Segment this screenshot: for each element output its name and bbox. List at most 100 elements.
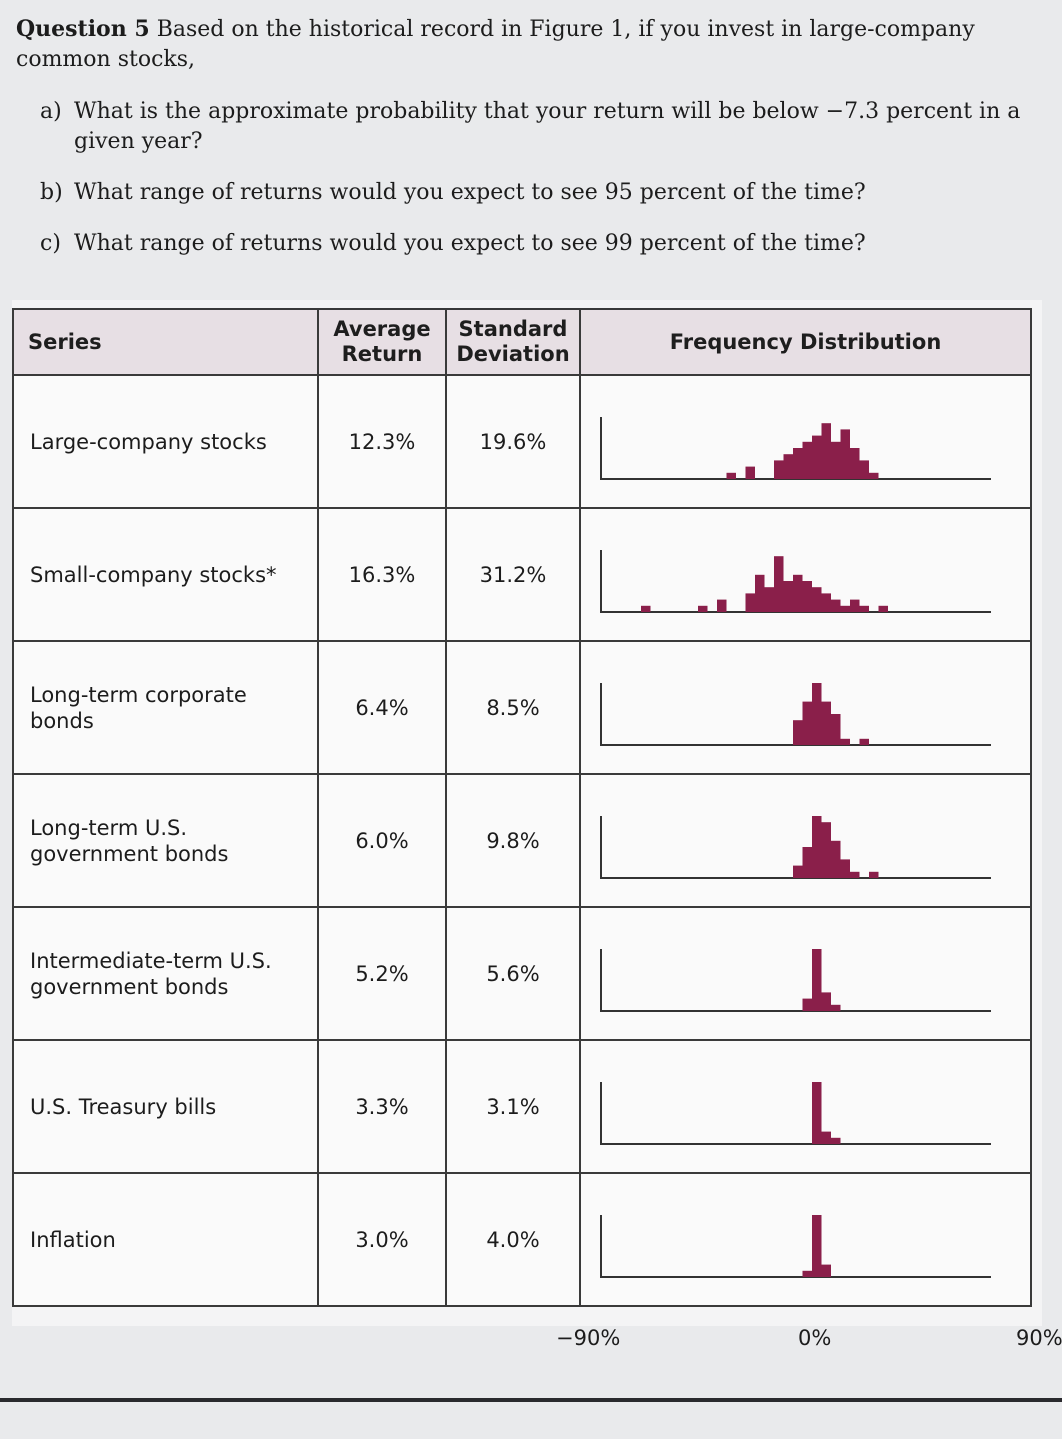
- series-name: U.S. Treasury bills: [12, 1039, 319, 1174]
- histogram-bar: [717, 599, 727, 612]
- frequency-distribution-cell: [579, 507, 1032, 642]
- histogram-bar: [869, 871, 879, 878]
- table-row: U.S. Treasury bills 3.3% 3.1%: [12, 1039, 1032, 1174]
- histogram-bar: [802, 847, 812, 878]
- histogram-axis: [600, 816, 991, 879]
- histogram-bar: [840, 859, 850, 878]
- standard-deviation-value: 31.2%: [445, 507, 581, 642]
- average-return-value: 5.2%: [317, 906, 447, 1041]
- frequency-distribution-cell: [579, 374, 1032, 509]
- histogram-bar: [755, 574, 765, 612]
- part-letter: b): [40, 180, 63, 205]
- table-body: Large-company stocks 12.3% 19.6% Small-comp…: [12, 374, 1032, 1307]
- histogram-bar: [821, 701, 831, 745]
- question-part-b: b) What range of returns would you expec…: [40, 178, 1036, 208]
- page-bottom-edge: [0, 1398, 1062, 1402]
- histogram-bar: [859, 605, 869, 612]
- histogram-bar: [859, 738, 869, 745]
- axis-tick-label: 90%: [1016, 1326, 1062, 1350]
- histogram-bar: [831, 441, 841, 479]
- histogram: [600, 1082, 991, 1145]
- histogram-bar: [774, 460, 784, 479]
- series-name: Inflation: [12, 1172, 319, 1307]
- histogram-axis: [600, 1082, 991, 1145]
- standard-deviation-value: 9.8%: [445, 773, 581, 908]
- table-row: Intermediate-term U.S. government bonds 5…: [12, 906, 1032, 1041]
- standard-deviation-value: 8.5%: [445, 640, 581, 775]
- histogram-bar: [869, 472, 879, 479]
- frequency-distribution-cell: [579, 1039, 1032, 1174]
- histogram-bar: [726, 472, 736, 479]
- histogram: [600, 949, 991, 1012]
- series-name: Long-term U.S. government bonds: [12, 773, 319, 908]
- histogram: [600, 816, 991, 879]
- part-letter: a): [40, 99, 62, 124]
- histogram-bar: [764, 587, 774, 612]
- histogram-bar: [802, 998, 812, 1011]
- histogram-bar: [821, 822, 831, 878]
- question-number: Question 5: [16, 16, 150, 42]
- average-return-value: 6.4%: [317, 640, 447, 775]
- histogram-bar: [793, 448, 803, 479]
- histogram-bar: [793, 720, 803, 745]
- histogram-bar: [850, 599, 860, 612]
- histogram-bar: [831, 714, 841, 745]
- question-part-c: c) What range of returns would you expec…: [40, 229, 1036, 259]
- series-name: Intermediate-term U.S. government bonds: [12, 906, 319, 1041]
- histogram-bar: [745, 466, 755, 479]
- axis-tick-label: 0%: [798, 1326, 832, 1350]
- frequency-distribution-cell: [579, 1172, 1032, 1307]
- frequency-distribution-cell: [579, 906, 1032, 1041]
- part-text: What range of returns would you expect t…: [74, 180, 866, 205]
- histogram-bar: [840, 605, 850, 612]
- histogram-bar: [802, 581, 812, 612]
- histogram-axis: [600, 949, 991, 1012]
- histogram-bar: [821, 423, 831, 479]
- histogram-bar: [793, 865, 803, 878]
- table-row: Small-company stocks* 16.3% 31.2%: [12, 507, 1032, 642]
- standard-deviation-value: 4.0%: [445, 1172, 581, 1307]
- series-name: Long-term corporate bonds: [12, 640, 319, 775]
- histogram-bar: [821, 593, 831, 612]
- histogram-bar: [840, 429, 850, 479]
- axis-tick-label: −90%: [556, 1326, 621, 1350]
- question-parts: a) What is the approximate probability t…: [40, 97, 1036, 259]
- histogram-bar: [831, 840, 841, 878]
- average-return-value: 6.0%: [317, 773, 447, 908]
- histogram-bar: [802, 701, 812, 745]
- header-frequency-distribution: Frequency Distribution: [579, 308, 1032, 376]
- histogram-bar: [812, 816, 822, 878]
- histogram-bar: [783, 581, 793, 612]
- returns-table: Series Average Return Standard Deviation…: [12, 308, 1032, 1307]
- histogram: [600, 417, 991, 480]
- question-intro: Question 5 Based on the historical recor…: [16, 14, 1036, 75]
- table-row: Long-term corporate bonds 6.4% 8.5%: [12, 640, 1032, 775]
- histogram-bar: [831, 1137, 841, 1144]
- histogram-bar: [812, 683, 822, 745]
- header-average-return: Average Return: [317, 308, 447, 376]
- histogram-bar: [812, 1215, 822, 1277]
- average-return-value: 3.3%: [317, 1039, 447, 1174]
- histogram-bar: [840, 738, 850, 745]
- question-part-a: a) What is the approximate probability t…: [40, 97, 1036, 157]
- histogram: [600, 683, 991, 746]
- histogram-axis: [600, 1215, 991, 1278]
- histogram-bar: [812, 587, 822, 612]
- histogram-bar: [774, 556, 784, 612]
- standard-deviation-value: 3.1%: [445, 1039, 581, 1174]
- part-text: What is the approximate probability that…: [74, 99, 1021, 154]
- histogram-bar: [802, 1270, 812, 1277]
- table-row: Inflation 3.0% 4.0%: [12, 1172, 1032, 1307]
- histogram-bar: [831, 599, 841, 612]
- histogram-bar: [850, 871, 860, 878]
- histogram-bar: [783, 454, 793, 479]
- histogram-bar: [812, 1082, 822, 1144]
- histogram: [600, 1215, 991, 1278]
- standard-deviation-value: 5.6%: [445, 906, 581, 1041]
- histogram-bar: [821, 1131, 831, 1144]
- histogram-bar: [821, 992, 831, 1011]
- table-row: Large-company stocks 12.3% 19.6%: [12, 374, 1032, 509]
- histogram-bar: [850, 448, 860, 479]
- header-series: Series: [12, 308, 319, 376]
- question-intro-text: Based on the historical record in Figure…: [16, 17, 975, 72]
